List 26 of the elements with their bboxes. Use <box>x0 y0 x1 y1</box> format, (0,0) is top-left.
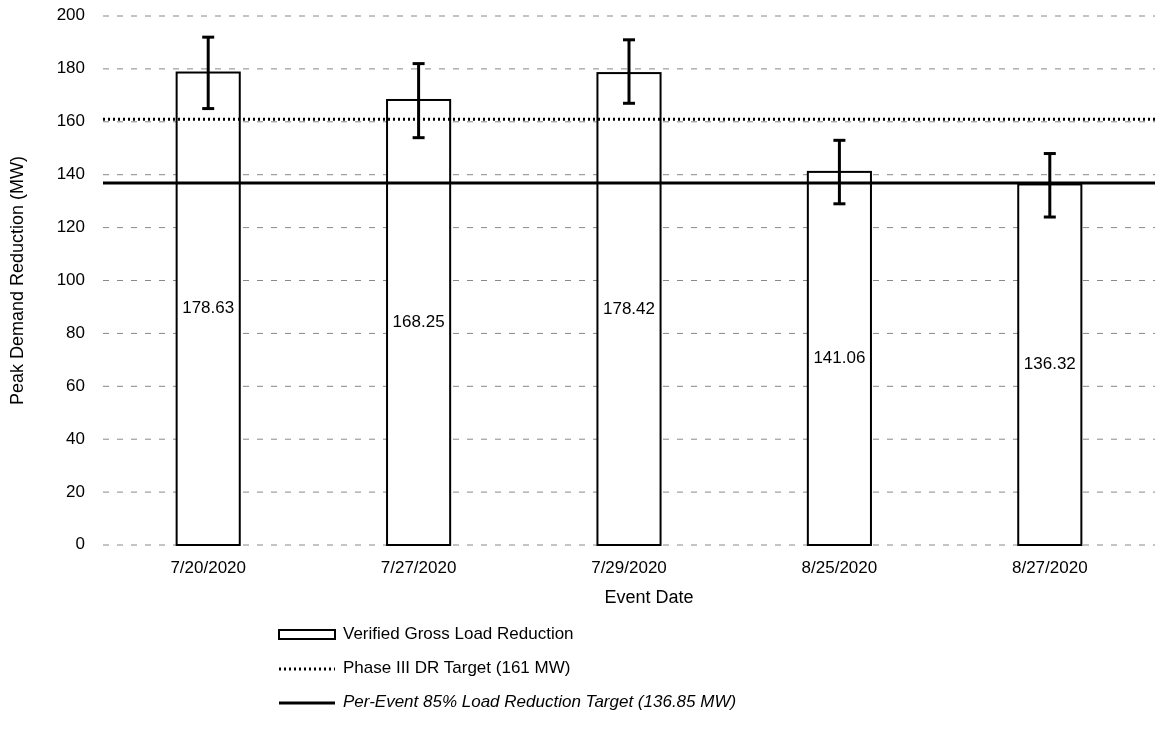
y-tick-label: 200 <box>56 5 85 25</box>
y-axis-title: Peak Demand Reduction (MW) <box>7 155 27 406</box>
data-label: 136.32 <box>1023 354 1076 374</box>
y-tick-label: 120 <box>56 217 85 237</box>
x-tick-label: 7/27/2020 <box>380 558 457 577</box>
data-label: 178.63 <box>182 298 235 318</box>
x-axis-title: Event Date <box>604 587 694 607</box>
y-tick-label: 0 <box>75 534 85 554</box>
x-tick-label: 8/25/2020 <box>801 558 878 577</box>
legend-label: Verified Gross Load Reduction <box>343 624 574 644</box>
y-tick-label: 100 <box>56 269 85 289</box>
y-tick-label: 20 <box>66 481 85 501</box>
data-label: 178.42 <box>603 298 655 318</box>
x-tick-label: 7/20/2020 <box>170 558 247 577</box>
y-tick-label: 140 <box>56 164 85 184</box>
data-label: 141.06 <box>813 347 866 367</box>
y-tick-label: 160 <box>56 111 85 131</box>
y-tick-label: 60 <box>66 375 85 395</box>
y-tick-label: 180 <box>56 58 85 78</box>
x-tick-label: 7/29/2020 <box>591 558 667 577</box>
legend-label: Phase III DR Target (161 MW) <box>343 658 571 678</box>
y-tick-label: 40 <box>66 428 85 448</box>
legend-label: Per-Event 85% Load Reduction Target (136.85 MW) <box>343 692 737 712</box>
x-tick-label: 8/27/2020 <box>1011 558 1088 577</box>
y-tick-label: 80 <box>66 322 85 342</box>
data-label: 168.25 <box>392 311 445 331</box>
